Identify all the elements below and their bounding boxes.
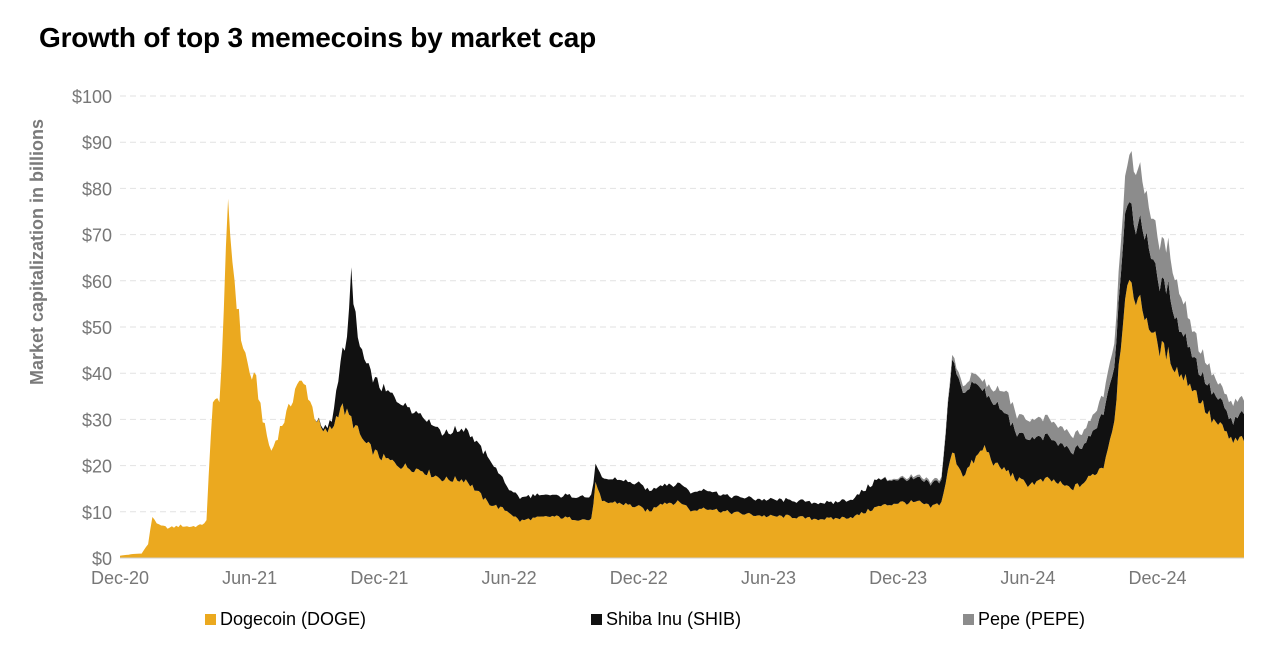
y-tick-label: $100 <box>72 87 112 107</box>
series-areas <box>120 151 1244 559</box>
x-tick-label: Jun-22 <box>482 568 537 588</box>
legend-swatch-shiba-inu <box>591 614 602 625</box>
x-tick-label: Jun-23 <box>741 568 796 588</box>
legend-item-dogecoin: Dogecoin (DOGE) <box>205 609 366 630</box>
y-tick-label: $60 <box>82 272 112 292</box>
x-tick-label: Dec-24 <box>1129 568 1187 588</box>
x-tick-label: Jun-24 <box>1000 568 1055 588</box>
y-tick-label: $70 <box>82 226 112 246</box>
legend-label-pepe: Pepe (PEPE) <box>978 609 1086 629</box>
y-tick-label: $40 <box>82 364 112 384</box>
chart-title: Growth of top 3 memecoins by market cap <box>39 22 596 53</box>
area-shiba-inu <box>120 198 1244 556</box>
y-axis-label: Market capitalization in billions <box>27 119 47 385</box>
area-dogecoin <box>120 198 1244 559</box>
legend-label-dogecoin: Dogecoin (DOGE) <box>220 609 367 629</box>
area-pepe <box>120 151 1244 556</box>
x-tick-label: Dec-22 <box>610 568 668 588</box>
y-tick-label: $90 <box>82 133 112 153</box>
y-tick-label: $10 <box>82 503 112 523</box>
y-tick-labels: $0 $10 $20 $30 $40 $50 $60 $70 $80 $90 $100 <box>72 87 112 569</box>
legend-label-shiba-inu: Shiba Inu (SHIB) <box>606 609 742 629</box>
x-tick-labels: Dec-20 Jun-21 Dec-21 Jun-22 Dec-22 Jun-23 Dec-… <box>91 568 1187 588</box>
x-tick-label: Dec-20 <box>91 568 149 588</box>
y-tick-label: $0 <box>92 549 112 569</box>
legend-swatch-pepe <box>963 614 974 625</box>
legend-item-shiba-inu: Shiba Inu (SHIB) <box>591 609 741 630</box>
legend-item-pepe: Pepe (PEPE) <box>963 609 1085 630</box>
x-tick-label: Dec-21 <box>350 568 408 588</box>
x-tick-label: Dec-23 <box>869 568 927 588</box>
legend-swatch-dogecoin <box>205 614 216 625</box>
x-tick-label: Jun-21 <box>222 568 277 588</box>
y-tick-label: $80 <box>82 179 112 199</box>
y-tick-label: $30 <box>82 410 112 430</box>
y-tick-label: $20 <box>82 457 112 477</box>
y-tick-label: $50 <box>82 318 112 338</box>
